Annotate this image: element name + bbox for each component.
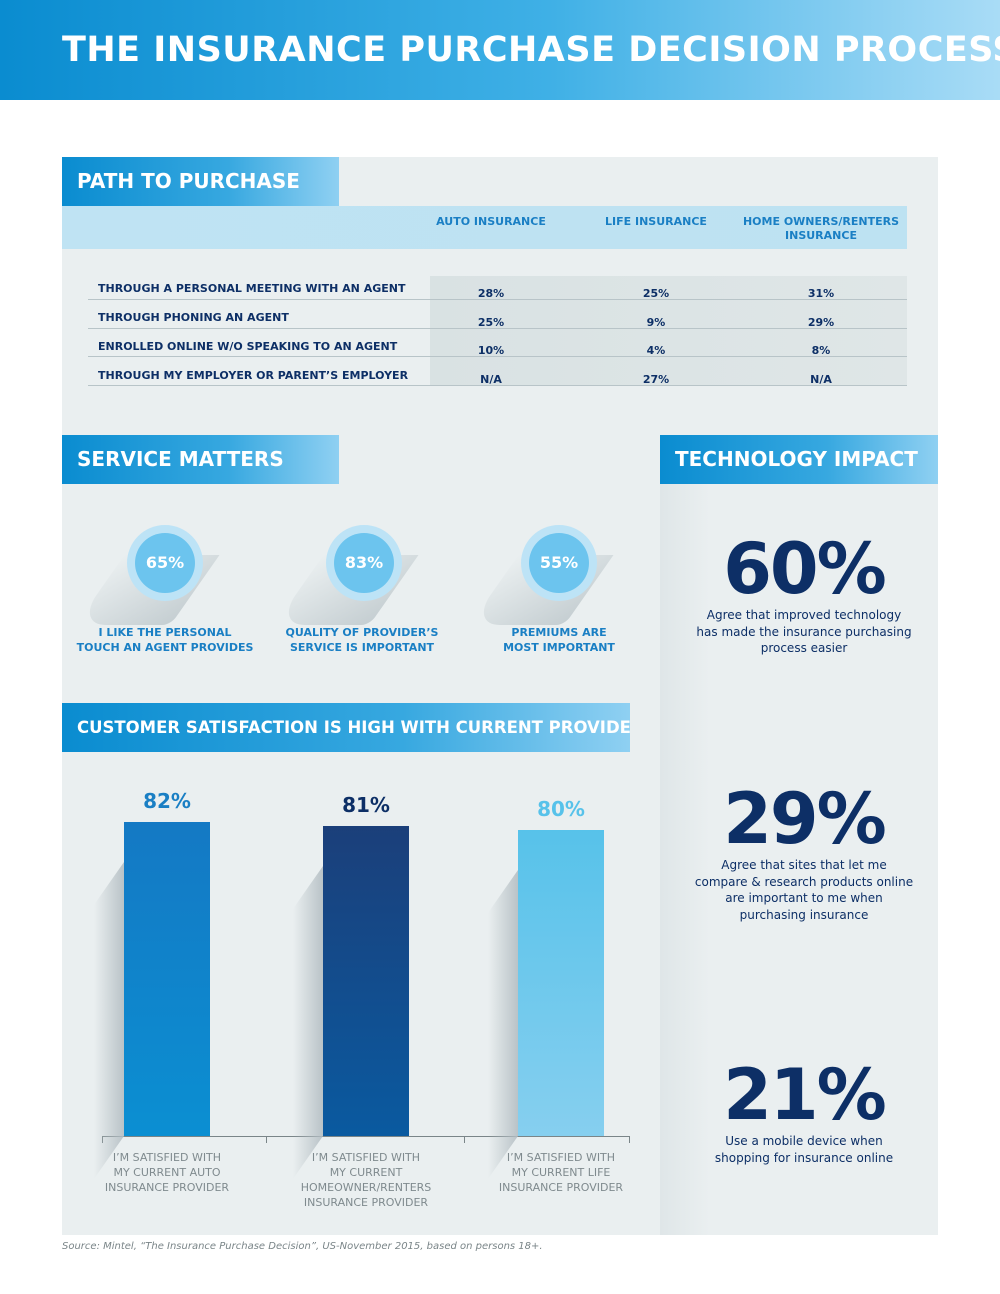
table-cell: 8% bbox=[811, 344, 831, 357]
bar-category-label-line: HOMEOWNER/RENTERS bbox=[300, 1181, 432, 1194]
table-cell: 29% bbox=[807, 316, 835, 329]
stat-circle: 55% bbox=[521, 525, 597, 601]
column-header-home: HOME OWNERS/RENTERS INSURANCE bbox=[742, 215, 900, 242]
stat-description: Use a mobile device when shopping for in… bbox=[684, 1133, 924, 1166]
row-divider bbox=[88, 385, 907, 386]
row-label: THROUGH A PERSONAL MEETING WITH AN AGENT bbox=[98, 282, 406, 295]
stat-description-line: has made the insurance purchasing bbox=[696, 624, 912, 639]
technology-panel-background bbox=[660, 435, 938, 1235]
page-title: THE INSURANCE PURCHASE DECISION PROCESS bbox=[62, 30, 1000, 70]
stat-circle: 65% bbox=[127, 525, 203, 601]
stat-description-line: Agree that sites that let me bbox=[721, 858, 887, 872]
bar-category-label-line: I’M SATISFIED WITH bbox=[311, 1151, 421, 1164]
bar-category-label: I’M SATISFIED WITH MY CURRENT HOMEOWNER/RE… bbox=[276, 1150, 456, 1210]
table-cell: 9% bbox=[646, 316, 666, 329]
table-cell: N/A bbox=[810, 373, 832, 386]
stat-circle-value: 83% bbox=[334, 533, 394, 593]
stat-description-line: Use a mobile device when bbox=[725, 1134, 883, 1148]
service-label: I LIKE THE PERSONAL TOUCH AN AGENT PROVI… bbox=[65, 625, 265, 655]
service-label: PREMIUMS ARE MOST IMPORTANT bbox=[459, 625, 659, 655]
table-cell: 25% bbox=[642, 287, 670, 300]
service-label-line: MOST IMPORTANT bbox=[503, 641, 615, 654]
bar-shadow bbox=[293, 866, 323, 1179]
stat-description: Agree that improved technology has made … bbox=[684, 607, 924, 657]
bar-category-label-line: I’M SATISFIED WITH bbox=[112, 1151, 222, 1164]
service-label-line: I LIKE THE PERSONAL bbox=[98, 626, 232, 639]
stat-description-line: Agree that improved technology bbox=[706, 608, 902, 622]
customer-satisfaction-heading: CUSTOMER SATISFACTION IS HIGH WITH CURRE… bbox=[62, 703, 630, 752]
bar-category-label: I’M SATISFIED WITH MY CURRENT AUTO INSURAN… bbox=[77, 1150, 257, 1195]
bar-value-label: 80% bbox=[537, 797, 585, 821]
stat-circle-value: 55% bbox=[529, 533, 589, 593]
column-header-life: LIFE INSURANCE bbox=[605, 215, 707, 228]
x-axis-line bbox=[102, 1136, 630, 1137]
table-header-band bbox=[62, 206, 907, 249]
bar-category-label-line: MY CURRENT bbox=[329, 1166, 403, 1179]
table-cell: 31% bbox=[807, 287, 835, 300]
table-cell: 25% bbox=[477, 316, 505, 329]
service-label-line: PREMIUMS ARE bbox=[511, 626, 607, 639]
stat-circle-value: 65% bbox=[135, 533, 195, 593]
service-label-line: TOUCH AN AGENT PROVIDES bbox=[76, 641, 254, 654]
service-label: QUALITY OF PROVIDER’S SERVICE IS IMPORTA… bbox=[262, 625, 462, 655]
stat-value: 29% bbox=[723, 778, 887, 860]
bar bbox=[518, 830, 604, 1136]
bar-value-label: 82% bbox=[143, 789, 191, 813]
row-label: THROUGH MY EMPLOYER OR PARENT’S EMPLOYER bbox=[98, 369, 409, 382]
title-bar: THE INSURANCE PURCHASE DECISION PROCESS bbox=[0, 0, 1000, 100]
bar-shadow bbox=[488, 870, 518, 1179]
stat-description-line: process easier bbox=[760, 641, 848, 655]
row-label: ENROLLED ONLINE W/O SPEAKING TO AN AGENT bbox=[98, 340, 398, 353]
table-cell: 4% bbox=[646, 344, 666, 357]
row-divider bbox=[88, 299, 907, 300]
x-axis-tick bbox=[629, 1136, 630, 1143]
x-axis-tick bbox=[266, 1136, 267, 1143]
row-label: THROUGH PHONING AN AGENT bbox=[98, 311, 289, 324]
bar-category-label-line: INSURANCE PROVIDER bbox=[498, 1181, 624, 1194]
stat-circle: 83% bbox=[326, 525, 402, 601]
service-label-line: QUALITY OF PROVIDER’S bbox=[285, 626, 439, 639]
bar-category-label-line: MY CURRENT LIFE bbox=[511, 1166, 611, 1179]
source-note: Source: Mintel, “The Insurance Purchase … bbox=[62, 1241, 543, 1252]
bar-category-label-line: INSURANCE PROVIDER bbox=[303, 1196, 429, 1209]
bar-category-label-line: INSURANCE PROVIDER bbox=[104, 1181, 230, 1194]
table-cell: N/A bbox=[480, 373, 502, 386]
path-to-purchase-heading: PATH TO PURCHASE bbox=[62, 157, 339, 206]
bar bbox=[323, 826, 409, 1136]
table-cell: 27% bbox=[642, 373, 670, 386]
service-label-line: SERVICE IS IMPORTANT bbox=[289, 641, 435, 654]
service-matters-heading: SERVICE MATTERS bbox=[62, 435, 339, 484]
bar-category-label-line: I’M SATISFIED WITH bbox=[506, 1151, 616, 1164]
stat-description-line: shopping for insurance online bbox=[714, 1150, 894, 1165]
bar bbox=[124, 822, 210, 1136]
row-divider bbox=[88, 328, 907, 329]
technology-impact-heading: TECHNOLOGY IMPACT bbox=[660, 435, 938, 484]
stat-description-line: are important to me when bbox=[725, 891, 883, 905]
column-header-auto: AUTO INSURANCE bbox=[436, 215, 546, 228]
stat-value: 60% bbox=[723, 528, 887, 610]
stat-description-line: compare & research products online bbox=[694, 874, 914, 889]
row-divider bbox=[88, 356, 907, 357]
stat-description-line: purchasing insurance bbox=[739, 907, 869, 922]
x-axis-tick bbox=[464, 1136, 465, 1143]
stat-value: 21% bbox=[723, 1054, 887, 1136]
table-cell: 10% bbox=[477, 344, 505, 357]
bar-category-label: I’M SATISFIED WITH MY CURRENT LIFE INSURAN… bbox=[471, 1150, 651, 1195]
table-cell: 28% bbox=[477, 287, 505, 300]
table-values-shade bbox=[430, 276, 907, 385]
bar-category-label-line: MY CURRENT AUTO bbox=[113, 1166, 221, 1179]
bar-value-label: 81% bbox=[342, 793, 390, 817]
stat-description: Agree that sites that let me compare & r… bbox=[684, 857, 924, 923]
bar-shadow bbox=[94, 862, 124, 1179]
